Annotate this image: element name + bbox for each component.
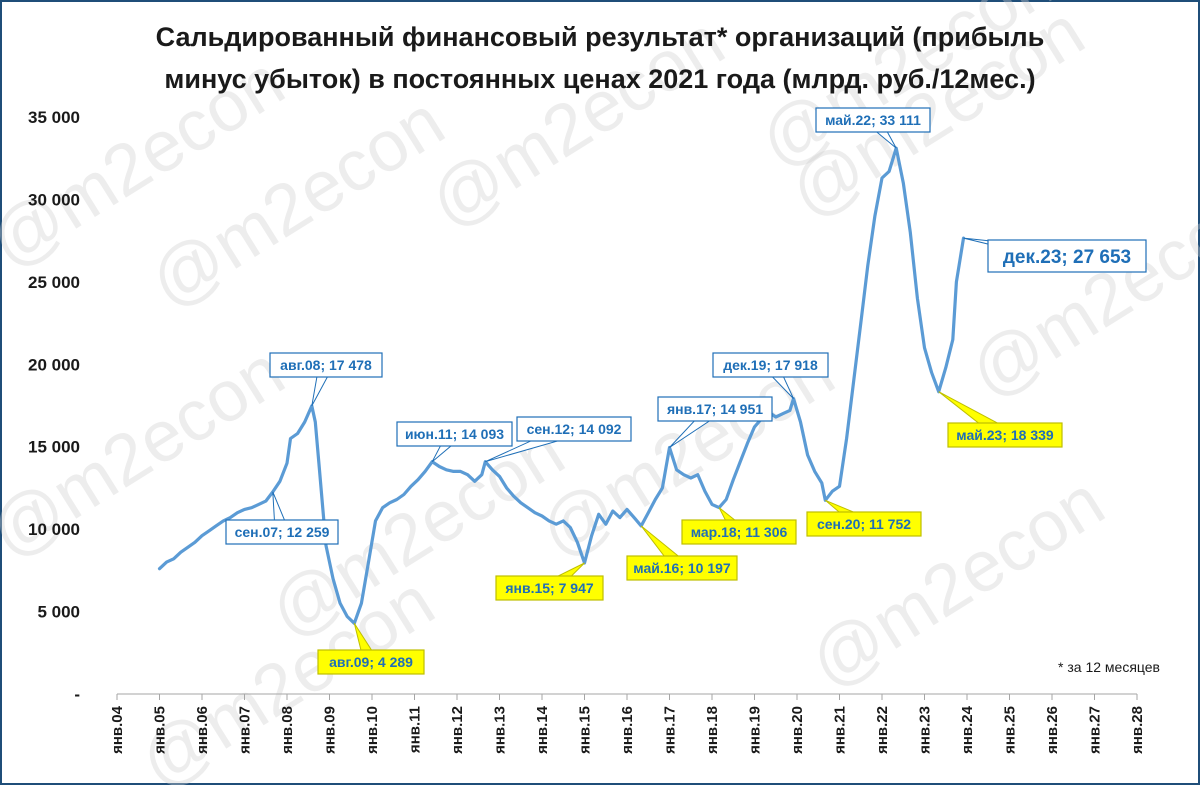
y-tick-label: 5 000 xyxy=(37,603,80,622)
data-callout: янв.15; 7 947 xyxy=(495,562,604,601)
watermark-text: @m2econ xyxy=(956,171,1200,413)
x-tick-label: янв.22 xyxy=(874,706,891,754)
x-tick-label: янв.20 xyxy=(789,706,806,754)
data-label: сен.07; 12 259 xyxy=(235,524,330,540)
data-label: янв.17; 14 951 xyxy=(667,401,763,417)
data-callout: янв.17; 14 951 xyxy=(657,396,773,448)
series-line-layer xyxy=(157,146,966,625)
y-tick-label: - xyxy=(74,685,80,704)
callout-box xyxy=(987,239,1147,273)
x-tick-label: янв.26 xyxy=(1044,706,1061,754)
y-tick-label: 25 000 xyxy=(28,273,80,292)
callout-box xyxy=(225,519,339,545)
data-callout: сен.12; 14 092 xyxy=(485,416,632,463)
data-callout: авг.08; 17 478 xyxy=(269,352,383,407)
data-callout: июн.11; 14 093 xyxy=(396,421,513,463)
chart-title-line-2: минус убыток) в постоянных ценах 2021 го… xyxy=(164,64,1035,94)
data-callout: сен.07; 12 259 xyxy=(225,491,339,545)
x-tick-label: янв.25 xyxy=(1002,706,1019,754)
x-tick-label: янв.04 xyxy=(109,705,126,754)
x-tick-label: янв.14 xyxy=(534,705,551,754)
callout-box xyxy=(806,511,922,537)
x-tick-label: янв.06 xyxy=(194,706,211,754)
x-tick-label: янв.05 xyxy=(152,706,169,754)
data-label: сен.12; 14 092 xyxy=(527,421,622,437)
x-tick-label: янв.10 xyxy=(364,706,381,754)
x-tick-label: янв.19 xyxy=(747,706,764,754)
x-tick-label: янв.28 xyxy=(1129,706,1146,754)
data-label: май.16; 10 197 xyxy=(633,560,731,576)
x-tick-label: янв.15 xyxy=(577,706,594,754)
y-tick-label: 20 000 xyxy=(28,355,80,374)
annotation-layer: сен.07; 12 259 авг.08; 17 478 авг.09; 4 28… xyxy=(225,107,1147,675)
x-tick-label: янв.23 xyxy=(917,706,934,754)
chart-title: Сальдированный финансовый результат* орг… xyxy=(156,22,1045,94)
data-callout: мар.18; 11 306 xyxy=(681,507,797,545)
x-tick-label: янв.07 xyxy=(237,706,254,754)
x-tick-label: янв.18 xyxy=(704,706,721,754)
data-label: авг.09; 4 289 xyxy=(329,654,413,670)
chart-title-line-1: Сальдированный финансовый результат* орг… xyxy=(156,22,1045,52)
data-label: июн.11; 14 093 xyxy=(405,426,504,442)
x-tick-label: янв.16 xyxy=(619,706,636,754)
y-tick-label: 15 000 xyxy=(28,438,80,457)
x-tick-label: янв.11 xyxy=(407,706,424,753)
axes: - 5 000 10 000 15 000 20 000 25 000 30 000 35 0… xyxy=(28,108,1146,754)
data-callout: май.16; 10 197 xyxy=(626,525,738,581)
data-callout: май.23; 18 339 xyxy=(938,391,1063,448)
data-label: май.22; 33 111 xyxy=(825,112,921,128)
x-tick-label: янв.08 xyxy=(279,706,296,754)
x-tick-label: янв.27 xyxy=(1087,706,1104,754)
callout-box xyxy=(681,519,797,545)
callout-box xyxy=(396,421,513,447)
x-tick-label: янв.24 xyxy=(959,705,976,754)
callout-box xyxy=(626,555,738,581)
callout-box xyxy=(947,422,1063,448)
y-tick-label: 30 000 xyxy=(28,190,80,209)
footnote: * за 12 месяцев xyxy=(1058,659,1160,675)
data-callout: дек.23; 27 653 xyxy=(963,237,1147,273)
data-label: дек.23; 27 653 xyxy=(1003,247,1131,268)
data-callout: дек.19; 17 918 xyxy=(712,352,829,399)
data-label: май.23; 18 339 xyxy=(956,427,1054,443)
series-line xyxy=(157,146,966,625)
x-tick-label: янв.17 xyxy=(662,706,679,754)
data-callout: май.22; 33 111 xyxy=(815,107,931,149)
data-label: дек.19; 17 918 xyxy=(723,357,818,373)
data-label: сен.20; 11 752 xyxy=(817,516,911,532)
data-label: мар.18; 11 306 xyxy=(691,524,788,540)
callout-box xyxy=(495,575,604,601)
callout-box xyxy=(516,416,632,442)
callout-box xyxy=(657,396,773,422)
x-tick-label: янв.09 xyxy=(322,706,339,754)
y-tick-label: 35 000 xyxy=(28,108,80,127)
callout-box xyxy=(815,107,931,133)
data-callout: сен.20; 11 752 xyxy=(806,499,922,537)
callout-box xyxy=(269,352,383,378)
x-tick-label: янв.12 xyxy=(449,706,466,754)
callout-box xyxy=(712,352,829,378)
y-tick-label: 10 000 xyxy=(28,520,80,539)
x-tick-label: янв.21 xyxy=(832,706,849,754)
x-tick-label: янв.13 xyxy=(492,706,509,754)
data-label: авг.08; 17 478 xyxy=(280,357,372,373)
data-callout: авг.09; 4 289 xyxy=(317,623,425,675)
data-label: янв.15; 7 947 xyxy=(505,580,593,596)
callout-box xyxy=(317,649,425,675)
